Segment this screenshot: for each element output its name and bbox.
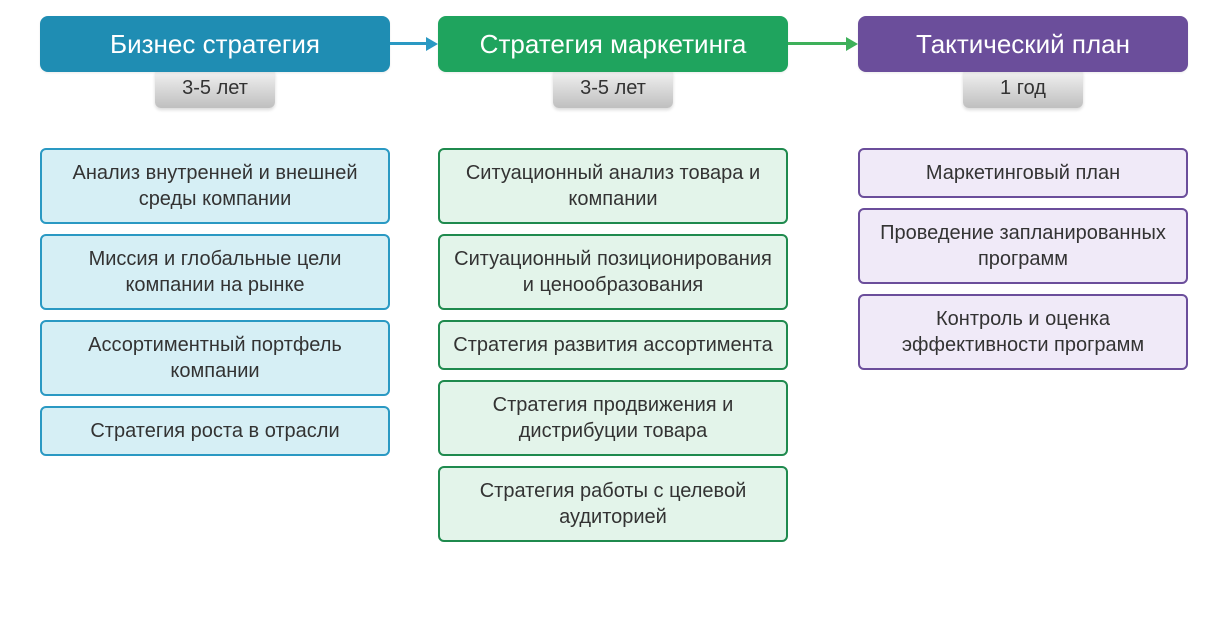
- item-business-strategy-0: Анализ внутренней и внешней среды компан…: [40, 148, 390, 224]
- arrow-arrow-1: [390, 42, 438, 46]
- column-marketing-strategy: Стратегия маркетинга3-5 лет Ситуационный …: [438, 16, 788, 542]
- item-business-strategy-2: Ассортиментный портфель компании: [40, 320, 390, 396]
- item-marketing-strategy-4: Стратегия работы с целевой аудиторией: [438, 466, 788, 542]
- header-marketing-strategy: Стратегия маркетинга: [438, 16, 788, 72]
- arrow-arrow-2: [788, 42, 858, 46]
- arrow-head-icon: [426, 37, 438, 51]
- arrow-head-icon: [846, 37, 858, 51]
- items-marketing-strategy: Ситуационный анализ товара и компании Сит…: [438, 148, 788, 542]
- item-marketing-strategy-0: Ситуационный анализ товара и компании: [438, 148, 788, 224]
- item-tactical-plan-0: Маркетинговый план: [858, 148, 1188, 198]
- item-tactical-plan-2: Контроль и оценка эффективности программ: [858, 294, 1188, 370]
- badge-marketing-strategy: 3-5 лет: [553, 68, 673, 108]
- arrow-line-icon: [788, 42, 848, 45]
- badge-tactical-plan: 1 год: [963, 68, 1083, 108]
- arrow-line-icon: [390, 42, 428, 45]
- item-marketing-strategy-2: Стратегия развития ассортимента: [438, 320, 788, 370]
- item-marketing-strategy-3: Стратегия продвижения и дистрибуции това…: [438, 380, 788, 456]
- badge-business-strategy: 3-5 лет: [155, 68, 275, 108]
- header-tactical-plan: Тактический план: [858, 16, 1188, 72]
- header-business-strategy: Бизнес стратегия: [40, 16, 390, 72]
- item-tactical-plan-1: Проведение запланированных программ: [858, 208, 1188, 284]
- items-tactical-plan: Маркетинговый план Проведение запланирова…: [858, 148, 1188, 370]
- column-tactical-plan: Тактический план1 год Маркетинговый план П…: [858, 16, 1188, 370]
- items-business-strategy: Анализ внутренней и внешней среды компан…: [40, 148, 390, 456]
- item-business-strategy-3: Стратегия роста в отрасли: [40, 406, 390, 456]
- item-marketing-strategy-1: Ситуационный позиционирования и ценообра…: [438, 234, 788, 310]
- column-business-strategy: Бизнес стратегия3-5 лет Анализ внутренней…: [40, 16, 390, 456]
- item-business-strategy-1: Миссия и глобальные цели компании на рын…: [40, 234, 390, 310]
